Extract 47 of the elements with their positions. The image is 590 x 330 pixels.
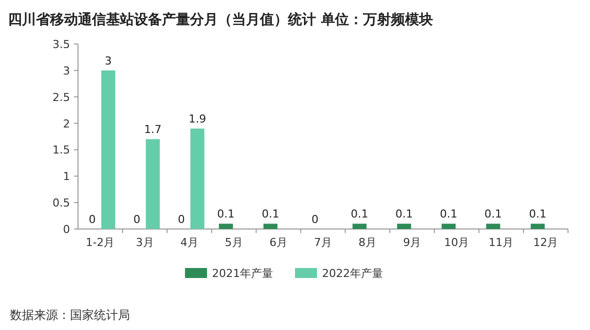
bar: [530, 224, 545, 229]
x-tick-label: 5月: [224, 236, 243, 249]
x-tick-label: 12月: [533, 236, 558, 249]
data-label: 0.1: [350, 208, 368, 221]
x-tick-label: 10月: [444, 236, 470, 249]
y-tick-label: 2: [63, 117, 70, 130]
data-label: 0.1: [440, 208, 458, 221]
bar: [397, 224, 412, 229]
y-tick-label: 3.5: [52, 38, 70, 51]
data-label: 0.1: [395, 208, 413, 221]
bar: [101, 70, 116, 229]
chart-title: 四川省移动通信基站设备产量分月（当月值）统计 单位：万射频模块: [8, 11, 433, 28]
x-tick-label: 9月: [403, 236, 422, 249]
data-label: 1.7: [144, 123, 162, 136]
x-tick-label: 1-2月: [86, 236, 115, 249]
bar: [486, 224, 500, 229]
source-note: 数据来源：国家统计局: [10, 308, 130, 322]
y-tick-label: 3: [63, 64, 70, 78]
data-label: 0: [312, 213, 318, 226]
bar: [263, 224, 278, 229]
x-tick-label: 6月: [269, 236, 288, 249]
data-label: 1.9: [188, 112, 206, 126]
bar: [190, 128, 204, 229]
bar: [146, 139, 160, 229]
data-label: 0.1: [262, 208, 280, 221]
data-label: 0.1: [217, 208, 235, 221]
data-label: 0: [178, 213, 185, 226]
data-label: 0.1: [528, 208, 546, 221]
x-tick-label: 3月: [136, 236, 154, 249]
data-label: 0: [88, 213, 96, 226]
x-tick-label: 11月: [488, 236, 514, 249]
x-tick-label: 4月: [180, 236, 198, 249]
bar: [218, 224, 233, 229]
data-label: 0: [133, 213, 140, 226]
x-tick-label: 7月: [314, 236, 332, 249]
y-tick-label: 1: [63, 170, 70, 184]
y-tick-label: 1.5: [52, 144, 70, 157]
legend-label: 2022年产量: [322, 267, 383, 280]
legend-label: 2021年产量: [212, 267, 273, 280]
bar: [352, 224, 367, 229]
data-label: 3: [104, 54, 112, 68]
y-tick-label: 2.5: [52, 90, 70, 104]
y-tick-label: 0.5: [52, 196, 70, 210]
y-tick-label: 0: [63, 223, 70, 236]
x-tick-label: 8月: [358, 236, 377, 249]
bar: [442, 224, 456, 229]
data-label: 0.1: [484, 208, 502, 221]
